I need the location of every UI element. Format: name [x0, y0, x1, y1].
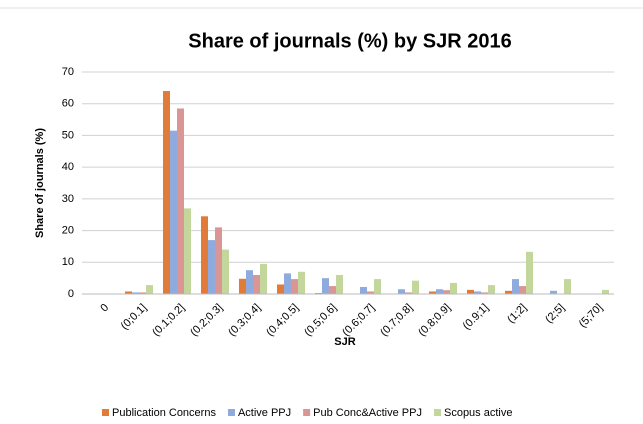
bar — [246, 270, 253, 294]
y-tick-label: 10 — [62, 256, 74, 268]
bar — [253, 274, 260, 294]
bar — [163, 91, 170, 295]
bar — [602, 289, 609, 294]
bar — [481, 292, 488, 294]
bar — [429, 291, 436, 294]
y-tick-label: 70 — [62, 66, 74, 78]
bar — [184, 208, 191, 294]
x-tick-label: (0.4;0.5] — [264, 302, 301, 339]
bar — [284, 273, 291, 294]
bar — [298, 271, 305, 294]
bar — [139, 292, 146, 294]
legend-swatch — [102, 409, 109, 416]
bar — [526, 251, 533, 294]
bar — [436, 289, 443, 294]
x-tick-label: (2;5] — [543, 302, 567, 326]
y-tick-label: 0 — [68, 288, 74, 300]
bar — [277, 284, 284, 294]
bar — [170, 130, 177, 294]
bar — [336, 274, 343, 294]
x-tick-label: (0;0.1] — [119, 302, 150, 333]
bar — [398, 289, 405, 294]
bar — [215, 227, 222, 294]
x-tick-label: (0.7;0.8] — [378, 302, 415, 339]
bar — [208, 240, 215, 294]
bar — [550, 290, 557, 294]
x-tick-label: (0.3;0.4] — [226, 302, 263, 339]
bar — [329, 286, 336, 294]
bar — [412, 280, 419, 294]
legend-swatch — [227, 409, 235, 416]
x-tick-label: (0.9;1] — [461, 302, 492, 333]
bar — [360, 287, 367, 294]
legend-label: Pub Conc&Active PPJ — [313, 407, 422, 419]
x-tick-label: (0.1;0.2] — [150, 302, 187, 339]
x-axis-label: SJR — [334, 336, 355, 348]
bar — [488, 285, 495, 294]
bar — [450, 282, 457, 294]
chart-title: Share of journals (%) by SJR 2016 — [188, 30, 511, 52]
x-tick-label: (0.6;0.7] — [340, 302, 377, 339]
legend-swatch — [303, 409, 311, 416]
x-tick-label: 0 — [98, 302, 111, 315]
x-tick-label: (0.2;0.3] — [188, 302, 225, 339]
bar — [177, 108, 184, 294]
bar — [405, 292, 412, 294]
bar — [505, 290, 512, 294]
y-tick-label: 50 — [62, 129, 74, 141]
legend-label: Publication Concerns — [112, 407, 216, 419]
y-tick-label: 40 — [62, 161, 74, 173]
bar — [374, 279, 381, 294]
bar — [239, 278, 246, 294]
x-tick-label: (1;2] — [505, 302, 529, 326]
y-axis-label: Share of journals (%) — [34, 128, 46, 238]
y-tick-label: 30 — [62, 193, 74, 205]
bar — [564, 279, 571, 294]
bar — [201, 216, 208, 294]
x-tick-label: (5;70] — [577, 302, 605, 330]
bar — [291, 279, 298, 294]
y-tick-label: 20 — [62, 224, 74, 236]
bar — [512, 279, 519, 294]
legend-label: Active PPJ — [238, 407, 291, 419]
bar — [322, 278, 329, 294]
bar — [519, 286, 526, 294]
legend-swatch — [433, 409, 441, 416]
bar — [260, 263, 267, 294]
bar — [443, 290, 450, 294]
bar — [222, 249, 229, 294]
bar — [474, 291, 481, 294]
bar — [367, 291, 374, 294]
bar — [467, 289, 474, 294]
x-tick-label: (0.5;0.6] — [302, 302, 339, 339]
x-tick-label: (0.8;0.9] — [416, 302, 453, 339]
bar — [132, 292, 139, 294]
y-tick-label: 60 — [62, 98, 74, 110]
bar — [125, 291, 132, 294]
legend-label: Scopus active — [444, 407, 512, 419]
bar — [146, 285, 153, 294]
